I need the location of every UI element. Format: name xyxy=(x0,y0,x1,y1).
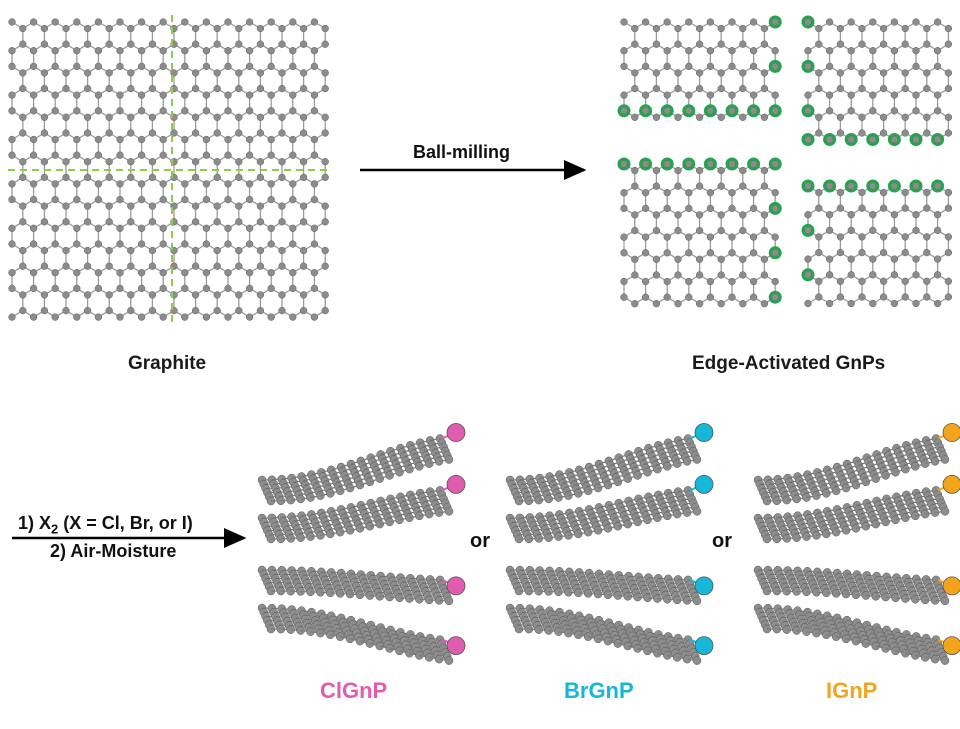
brgnp-stack xyxy=(505,423,714,665)
graphite-lattice xyxy=(8,18,329,321)
atoms xyxy=(620,160,779,308)
clgnp-stack xyxy=(257,423,466,665)
or-label-2: or xyxy=(712,530,732,552)
gnp-top-left xyxy=(617,15,782,121)
bonds xyxy=(807,21,950,141)
gnp-bottom-right xyxy=(801,179,953,308)
product-name-brgnp: BrGnP xyxy=(564,678,634,703)
edge-functional-groups xyxy=(617,15,782,118)
edge-activated-gnps-label: Edge-Activated GnPs xyxy=(692,353,886,374)
edge-functional-groups xyxy=(617,157,782,304)
gnp-top-right xyxy=(801,15,953,146)
atoms xyxy=(804,18,953,144)
gnp-bottom-left xyxy=(617,157,782,308)
atoms xyxy=(620,18,779,121)
reaction-arrows xyxy=(12,160,587,548)
product-stacks xyxy=(257,423,960,665)
or-label-1: or xyxy=(470,530,490,552)
edge-activated-gnp-lattice xyxy=(617,15,953,308)
condition-2-label: 2) Air-Moisture xyxy=(50,541,177,561)
condition-1-label: 1) X2 (X = Cl, Br, or I) xyxy=(18,513,193,537)
ignp-stack xyxy=(753,423,960,665)
edge-functional-groups xyxy=(801,15,945,146)
ball-milling-label: Ball-milling xyxy=(413,142,511,162)
atoms xyxy=(804,182,953,308)
cut-lines xyxy=(8,15,330,325)
graphite-label: Graphite xyxy=(128,353,207,374)
bonds xyxy=(807,185,950,305)
atoms xyxy=(8,18,329,321)
product-name-clgnp: ClGnP xyxy=(320,678,388,703)
edge-functional-groups xyxy=(801,179,945,282)
product-name-ignp: IGnP xyxy=(826,678,878,703)
